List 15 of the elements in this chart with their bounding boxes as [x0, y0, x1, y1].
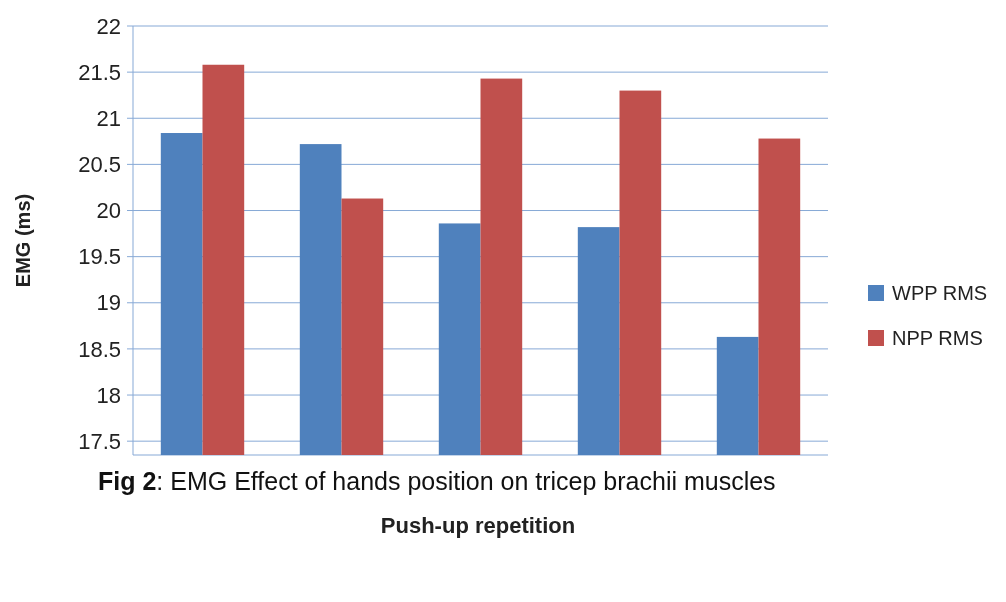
legend-label: NPP RMS	[892, 327, 983, 349]
y-tick-label: 18	[96, 382, 121, 408]
y-tick-label: 22	[96, 13, 121, 39]
y-tick-label: 20	[96, 198, 121, 224]
y-axis-title: EMG (ms)	[12, 193, 34, 288]
y-tick-label: 20.5	[78, 152, 121, 178]
y-tick-label: 18.5	[78, 336, 121, 362]
y-tick-label: 21	[96, 105, 121, 131]
legend-label: WPP RMS	[892, 282, 988, 304]
text: Fig 2: EMG Effect of hands position on tricep brachii muscles	[98, 467, 776, 495]
y-tick-label: 17.5	[78, 428, 121, 454]
y-tick-label: 19.5	[78, 244, 121, 270]
x-axis-title: Push-up repetition	[380, 513, 576, 538]
y-tick-label: 21.5	[78, 59, 121, 85]
y-tick-label: 19	[96, 290, 121, 316]
